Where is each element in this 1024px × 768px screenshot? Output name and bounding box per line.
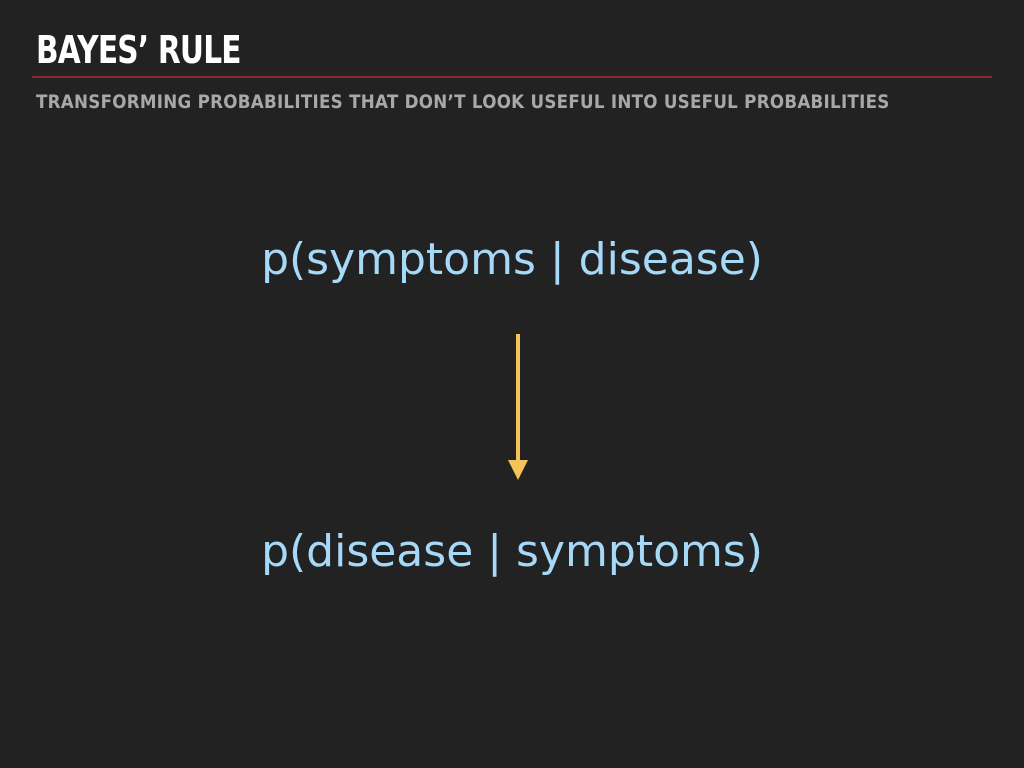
slide-title: BAYES’ RULE — [36, 28, 242, 72]
source-probability-expression: p(symptoms | disease) — [261, 234, 763, 285]
target-probability-expression: p(disease | symptoms) — [261, 526, 763, 577]
down-arrow-icon — [508, 334, 528, 480]
title-divider — [32, 76, 992, 78]
slide-subtitle: TRANSFORMING PROBABILITIES THAT DON’T LO… — [36, 91, 890, 113]
arrow-head — [508, 460, 528, 480]
